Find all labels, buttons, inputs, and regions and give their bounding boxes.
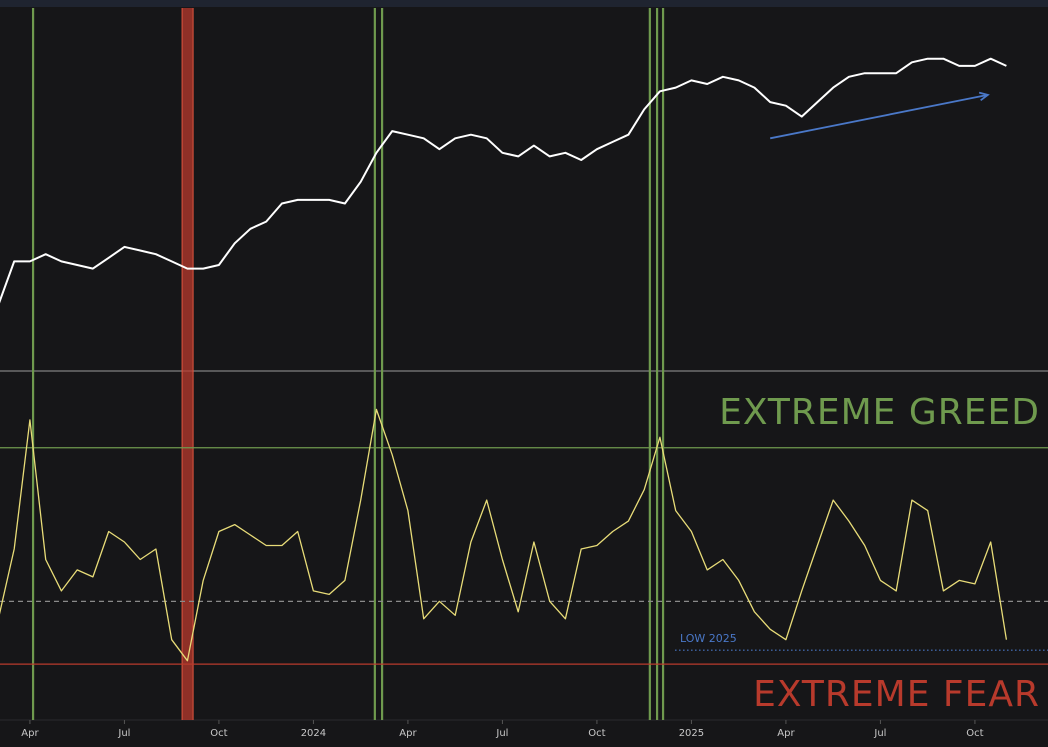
arrow-head	[978, 91, 990, 102]
x-tick-label: Oct	[966, 728, 983, 739]
top-bar	[0, 0, 1048, 7]
x-tick-label: Apr	[399, 728, 417, 739]
highlight-band	[182, 8, 194, 720]
x-tick-label: Jul	[495, 728, 508, 739]
x-tick-label: Oct	[588, 728, 605, 739]
x-tick-label: 2024	[301, 728, 326, 739]
data-line	[0, 57, 1007, 304]
x-tick-label: Apr	[777, 728, 795, 739]
x-tick-label: Jul	[873, 728, 886, 739]
x-tick-label: Oct	[210, 728, 227, 739]
data-line	[0, 408, 1008, 662]
x-tick-label: Apr	[21, 728, 39, 739]
x-tick-label: 2025	[679, 728, 704, 739]
annotation: EXTREME GREED	[719, 392, 1040, 433]
highlights	[31, 8, 665, 720]
trend-arrow	[769, 93, 989, 140]
x-tick-label: Jul	[117, 728, 130, 739]
annotation: LOW 2025	[680, 632, 737, 645]
annotation: EXTREME FEAR	[753, 674, 1040, 715]
